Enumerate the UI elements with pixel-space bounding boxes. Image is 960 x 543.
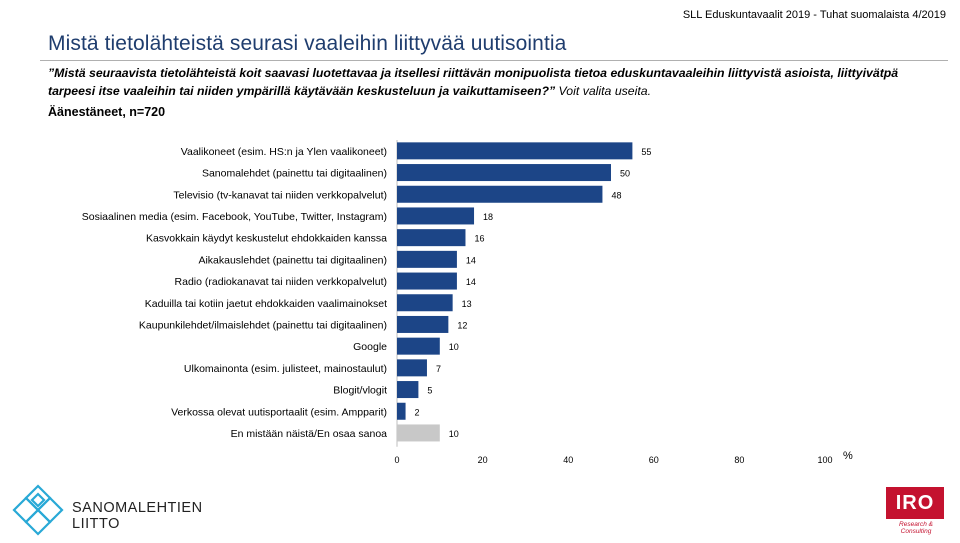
- data-label: 12: [457, 320, 467, 330]
- unit-label: %: [843, 450, 853, 462]
- diamond-knot-icon: [12, 484, 64, 536]
- bar: [397, 337, 440, 355]
- bar: [397, 315, 449, 333]
- x-tick-label: 20: [478, 455, 488, 465]
- x-tick-label: 0: [394, 455, 399, 465]
- left-logo-text: SANOMALEHTIEN LIITTO: [72, 500, 203, 532]
- bar: [397, 229, 466, 247]
- category-label: Kasvokkain käydyt keskustelut ehdokkaide…: [146, 233, 387, 245]
- data-label: 48: [611, 190, 621, 200]
- data-label: 13: [462, 299, 472, 309]
- data-label: 50: [620, 169, 630, 179]
- bar: [397, 185, 603, 203]
- data-label: 7: [436, 364, 441, 374]
- category-label: Google: [353, 341, 387, 353]
- x-tick-label: 100: [817, 455, 832, 465]
- data-label: 14: [466, 255, 476, 265]
- category-label: Televisio (tv-kanavat tai niiden verkkop…: [173, 189, 387, 201]
- x-tick-label: 60: [649, 455, 659, 465]
- bar: [397, 424, 440, 442]
- sample-label: Äänestäneet, n=720: [48, 105, 166, 119]
- data-label: 5: [427, 386, 432, 396]
- category-label: Radio (radiokanavat tai niiden verkkopal…: [175, 276, 387, 288]
- category-label: Verkossa olevat uutisportaalit (esim. Am…: [171, 406, 387, 418]
- source-text: SLL Eduskuntavaalit 2019 - Tuhat suomala…: [682, 9, 946, 21]
- data-label: 2: [415, 407, 420, 417]
- bar: [397, 272, 457, 290]
- iro-logo-subtitle: Research & Consulting: [899, 521, 933, 535]
- title-divider: [40, 60, 948, 61]
- category-label: Sosiaalinen media (esim. Facebook, YouTu…: [82, 211, 387, 223]
- question-note: Voit valita useita.: [555, 84, 652, 98]
- category-label: En mistään näistä/En osaa sanoa: [231, 428, 388, 440]
- bar: [397, 250, 457, 268]
- data-label: 18: [483, 212, 493, 222]
- x-tick-label: 80: [734, 455, 744, 465]
- bar: [397, 381, 419, 399]
- data-label: 10: [449, 429, 459, 439]
- category-label: Vaalikoneet (esim. HS:n ja Ylen vaalikon…: [181, 146, 387, 158]
- x-tick-label: 40: [563, 455, 573, 465]
- iro-logo-mark: IRO: [886, 487, 944, 519]
- bar: [397, 402, 406, 420]
- bar: [397, 164, 611, 182]
- data-label: 55: [641, 147, 651, 157]
- iro-logo: IRO Research & Consulting: [886, 487, 946, 535]
- category-label: Kaduilla tai kotiin jaetut ehdokkaiden v…: [145, 298, 387, 310]
- category-label: Blogit/vlogit: [333, 385, 387, 397]
- data-label: 10: [449, 342, 459, 352]
- data-label: 14: [466, 277, 476, 287]
- slide-title: Mistä tietolähteistä seurasi vaaleihin l…: [48, 32, 567, 55]
- category-label: Kaupunkilehdet/ilmaislehdet (painettu ta…: [139, 319, 387, 331]
- category-label: Ulkomainonta (esim. julisteet, mainostau…: [184, 363, 387, 375]
- category-label: Sanomalehdet (painettu tai digitaalinen): [202, 168, 387, 180]
- bar: [397, 294, 453, 312]
- bar: [397, 359, 427, 377]
- question-text: ”Mistä seuraavista tietolähteistä koit s…: [48, 64, 928, 100]
- category-label: Aikakauslehdet (painettu tai digitaaline…: [198, 254, 387, 266]
- data-label: 16: [474, 234, 484, 244]
- bar: [397, 142, 633, 160]
- bar: [397, 207, 475, 225]
- question-quote: ”Mistä seuraavista tietolähteistä koit s…: [48, 66, 899, 98]
- sanomalehtien-liitto-logo: SANOMALEHTIEN LIITTO: [10, 482, 250, 538]
